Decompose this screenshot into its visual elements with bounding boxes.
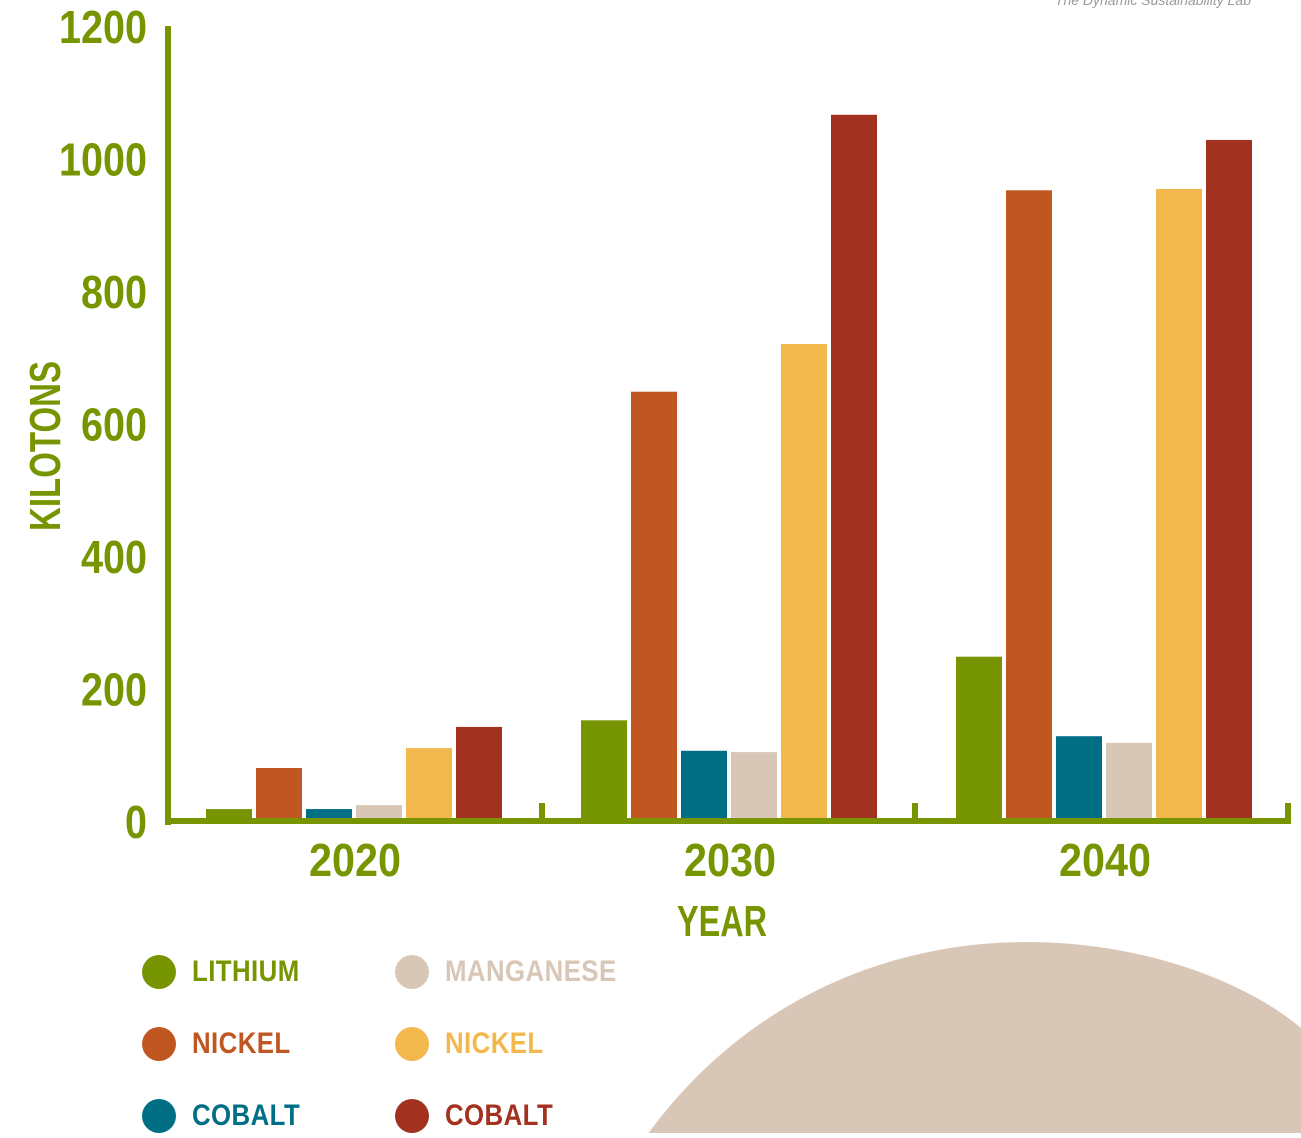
bar-nickel-2020 xyxy=(406,748,452,824)
bars-group xyxy=(206,114,1252,825)
bar-cobalt-2030 xyxy=(831,114,877,824)
legend-label: LITHIUM xyxy=(192,955,300,988)
legend-item-cobalt: COBALT xyxy=(142,1096,318,1136)
y-tick-label: 600 xyxy=(81,399,147,451)
x-tick-label-2030: 2030 xyxy=(684,834,776,886)
bar-nickel-2030 xyxy=(781,344,827,824)
bar-cobalt-2030 xyxy=(681,750,727,824)
legend: LITHIUM NICKEL COBALT MANGANESE NICKEL COBALT xyxy=(142,952,662,1133)
background-shape xyxy=(645,942,1301,1138)
y-axis-title: KILOTONS xyxy=(21,361,70,531)
y-tick-label: 800 xyxy=(81,266,147,318)
bar-cobalt-2040 xyxy=(1206,139,1252,824)
axes-group xyxy=(165,26,1291,825)
credit-text: The Dynamic Sustainability Lab xyxy=(1054,0,1251,8)
legend-label: COBALT xyxy=(192,1099,301,1132)
bar-nickel-2040 xyxy=(1006,190,1052,825)
bar-cobalt-2040 xyxy=(1056,736,1102,824)
y-tick-label: 400 xyxy=(81,531,147,583)
bar-manganese-2040 xyxy=(1106,742,1152,824)
legend-swatch xyxy=(142,1027,176,1061)
bar-lithium-2040 xyxy=(956,656,1002,824)
x-axis-title: YEAR xyxy=(677,897,767,946)
legend-label: NICKEL xyxy=(445,1027,544,1060)
labels-group: 0 200 400 600 800 1000 1200 2020 2030 2040 YEAR KIL… xyxy=(21,1,1151,946)
y-tick-label: 0 xyxy=(125,796,147,848)
legend-item-lithium: LITHIUM xyxy=(142,952,317,992)
legend-item-nickel: NICKEL xyxy=(395,1024,560,1064)
legend-label: NICKEL xyxy=(192,1027,291,1060)
legend-swatch xyxy=(395,1027,429,1061)
legend-swatch xyxy=(142,955,176,989)
legend-swatch xyxy=(395,955,429,989)
legend-item-cobalt: COBALT xyxy=(395,1096,571,1136)
legend-label: COBALT xyxy=(445,1099,554,1132)
legend-label: MANGANESE xyxy=(445,955,617,988)
x-tick-label-2040: 2040 xyxy=(1059,834,1151,886)
legend-swatch xyxy=(142,1099,176,1133)
x-tick-label-2020: 2020 xyxy=(309,834,401,886)
legend-item-manganese: MANGANESE xyxy=(395,952,645,992)
bar-lithium-2030 xyxy=(581,720,627,824)
legend-item-nickel: NICKEL xyxy=(142,1024,307,1064)
y-tick-label: 1000 xyxy=(59,134,147,186)
bar-cobalt-2020 xyxy=(456,726,502,824)
bar-nickel-2030 xyxy=(631,391,677,824)
bar-nickel-2040 xyxy=(1156,188,1202,825)
legend-swatch xyxy=(395,1099,429,1133)
y-tick-label: 1200 xyxy=(59,1,147,53)
bar-manganese-2030 xyxy=(731,752,777,824)
y-tick-label: 200 xyxy=(81,664,147,716)
bar-nickel-2020 xyxy=(256,768,302,824)
